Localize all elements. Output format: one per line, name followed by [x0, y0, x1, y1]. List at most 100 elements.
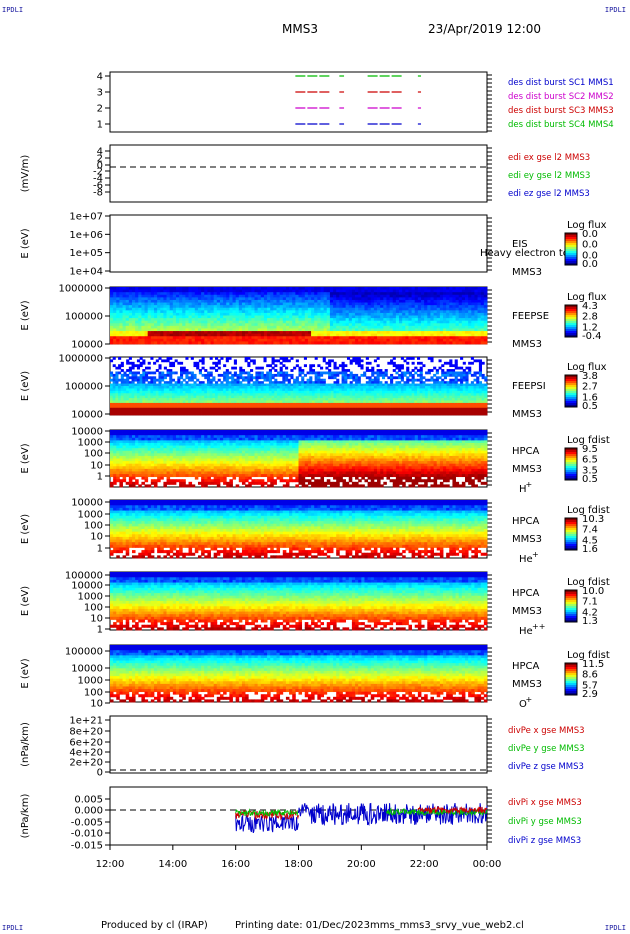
feepsi-cell [131, 378, 135, 382]
feepse-cell [392, 299, 397, 303]
feepsi-cell [153, 407, 157, 411]
feepse-cell [320, 333, 325, 337]
feepse-cell [389, 292, 394, 296]
feepse-cell [301, 320, 306, 324]
feepse-cell [342, 310, 347, 314]
feepse-cell [320, 307, 325, 311]
feepsi-cell [198, 410, 202, 413]
feepsi-cell [390, 376, 394, 380]
feepse-cell [241, 305, 246, 309]
feepse-cell [465, 320, 469, 324]
feepsi-cell [333, 407, 337, 411]
feepsi-cell [158, 386, 162, 389]
feepse-cell [430, 320, 434, 324]
feepse-cell [276, 299, 281, 303]
feepse-cell [355, 292, 359, 296]
feepse-cell [468, 294, 472, 298]
feepse-cell [386, 341, 391, 345]
feepse-cbar-step [565, 319, 577, 322]
feepse-cell [317, 323, 321, 327]
feepsi-cell [217, 361, 221, 365]
feepse-cell [182, 310, 186, 314]
feepse-cell [166, 310, 171, 314]
feepsi-cell [384, 400, 388, 404]
feepsi-cell [244, 386, 248, 389]
feepse-cell [238, 338, 243, 342]
feepsi-cell [279, 381, 283, 384]
feepsi-cell [241, 405, 246, 409]
feepsi-cell [252, 376, 256, 380]
feepse-cell [304, 331, 309, 335]
feepse-cell [279, 287, 284, 290]
feepse-cell [433, 297, 438, 301]
feepse-cell [245, 289, 249, 293]
feepsi-cell [279, 369, 283, 372]
feepsi-cell [311, 412, 316, 416]
feepsi-cell [139, 405, 143, 409]
feepse-cell [336, 287, 340, 290]
feepse-cell [323, 333, 328, 337]
feepse-cell [254, 325, 259, 329]
feepsi-cell [371, 398, 375, 401]
feepsi-cell [136, 395, 141, 399]
feepse-cell [455, 287, 460, 290]
feepse-cell [333, 307, 337, 311]
feepsi-cell [311, 393, 316, 397]
feepse-cell [395, 318, 400, 322]
feepse-cell [411, 333, 416, 337]
feepse-cell [405, 289, 409, 293]
feepsi-cell [290, 388, 294, 392]
feepsi-cell [223, 371, 227, 375]
feepse-cell [201, 299, 205, 303]
feepse-cell [301, 292, 306, 296]
feepsi-cell [282, 376, 286, 380]
feepse-cell [471, 310, 475, 314]
feepse-cell [182, 338, 186, 342]
feepsi-cell [239, 398, 243, 401]
feepse-cell [480, 323, 485, 327]
feepsi-cell [352, 373, 356, 377]
feepse-cell [135, 338, 139, 342]
feepse-cell [119, 338, 123, 342]
feepsi-cell [220, 383, 224, 387]
feepse-cell [131, 310, 136, 314]
feepsi-cell [293, 383, 297, 387]
feepsi-cell [188, 388, 192, 392]
feepse-cell [223, 320, 227, 324]
feepse-cell [292, 294, 296, 298]
feepse-cell [273, 318, 277, 322]
feepsi-cell [298, 390, 302, 394]
feepse-cell [185, 299, 189, 303]
feepse-cell [270, 338, 274, 342]
feepsi-cell [225, 359, 229, 363]
feepse-cell [367, 289, 372, 293]
feepsi-cell [147, 371, 151, 375]
feepse-cell [229, 315, 233, 319]
feepsi-cell [206, 371, 211, 375]
feepse-cell [452, 289, 456, 293]
feepsi-cell [198, 407, 202, 411]
feepse-cell [320, 310, 325, 314]
feepse-cell [417, 302, 422, 306]
feepse-cell [449, 325, 453, 329]
feepsi-cell [274, 386, 278, 389]
feepse-cell [110, 307, 114, 311]
feepse-cell [351, 292, 356, 296]
feepse-cell [458, 333, 463, 337]
feepsi-cell [223, 388, 227, 392]
feepse-cell [421, 310, 425, 314]
feepsi-cell [298, 412, 302, 416]
feepsi-cell [193, 390, 197, 394]
feepsi-cell [217, 402, 221, 406]
feepse-cell [471, 307, 475, 311]
feepse-cell [241, 336, 246, 340]
feepse-cell [465, 305, 469, 309]
feepse-cell [411, 312, 416, 316]
feepsi-cell [228, 405, 232, 409]
feepse-cell [166, 336, 171, 340]
feepse-cell [468, 341, 472, 345]
feepse-cell [380, 307, 384, 311]
feepsi-cell [201, 359, 205, 363]
feepse-cell [480, 325, 485, 329]
feepsi-cell [411, 412, 415, 416]
